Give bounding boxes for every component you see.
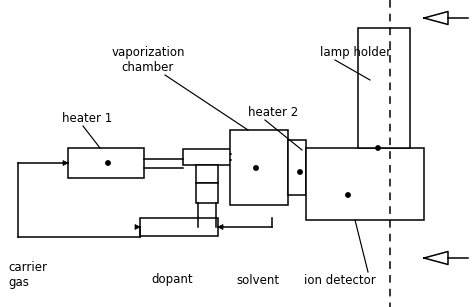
Circle shape (298, 170, 302, 174)
Bar (196, 183, 218, 203)
Polygon shape (135, 224, 140, 230)
Circle shape (346, 193, 350, 197)
Polygon shape (218, 224, 223, 230)
Circle shape (376, 146, 380, 150)
Text: heater 2: heater 2 (248, 106, 298, 119)
Bar (288, 140, 306, 195)
Circle shape (254, 166, 258, 170)
Text: dopant: dopant (151, 274, 193, 286)
Bar (306, 148, 424, 220)
Bar (358, 28, 410, 148)
Text: heater 1: heater 1 (62, 111, 112, 125)
Text: solvent: solvent (237, 274, 280, 286)
Text: carrier
gas: carrier gas (8, 261, 47, 289)
Bar (68, 148, 144, 178)
Bar (183, 149, 231, 165)
Text: vaporization
chamber: vaporization chamber (111, 46, 185, 74)
Text: lamp holder: lamp holder (320, 45, 391, 59)
Bar (140, 218, 218, 236)
Polygon shape (63, 161, 68, 165)
Text: ion detector: ion detector (304, 274, 376, 286)
Bar (230, 130, 288, 205)
Circle shape (106, 161, 110, 165)
Bar (196, 165, 218, 183)
